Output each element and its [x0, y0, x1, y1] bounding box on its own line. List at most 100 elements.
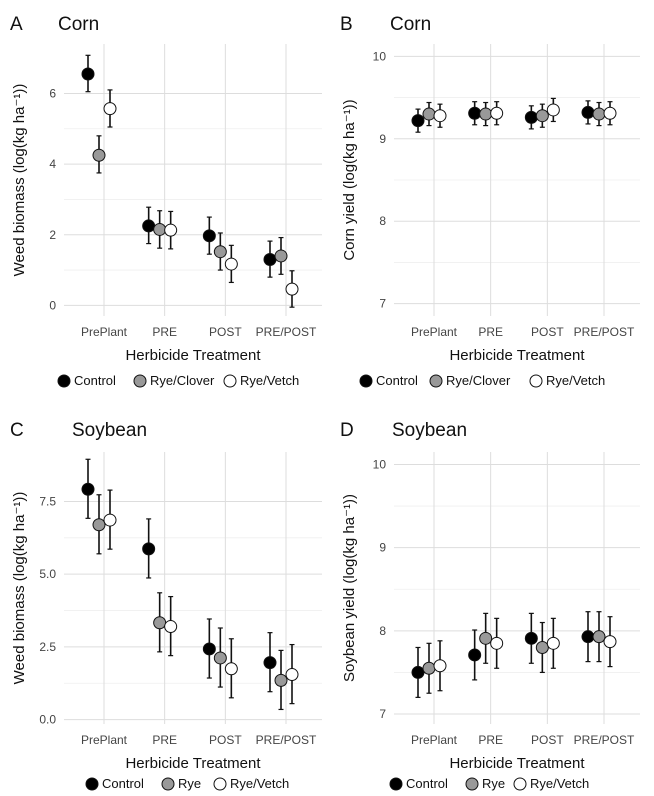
panel-c: C Soybean 0.0 2.5 5.0 7.5 PrePlant PRE POST PRE/P… [10, 420, 322, 791]
legend-label: Rye/Vetch [530, 776, 589, 791]
data-point [92, 518, 106, 532]
data-point [202, 229, 216, 243]
data-point [411, 114, 425, 128]
panel-title: Soybean [392, 420, 467, 441]
legend-marker [57, 374, 71, 388]
legend-label: Rye [482, 776, 505, 791]
legend-marker [85, 777, 99, 791]
data-point [153, 616, 167, 630]
data-point [546, 103, 560, 117]
series-rye-clover [92, 135, 288, 275]
data-point [433, 659, 447, 673]
data-point [479, 107, 493, 121]
data-point [263, 252, 277, 266]
data-point [524, 631, 538, 645]
legend-marker [465, 777, 479, 791]
legend-label: Rye/Vetch [546, 373, 605, 388]
legend-label: Control [74, 373, 116, 388]
legend-label: Control [406, 776, 448, 791]
data-point [142, 542, 156, 556]
x-tick-label: PrePlant [81, 325, 128, 339]
data-point [468, 648, 482, 662]
series-rye [422, 611, 606, 694]
x-tick-label: PRE/POST [574, 325, 635, 339]
y-tick-label: 2.5 [39, 640, 56, 654]
panel-b: B Corn 7 8 9 10 PrePlant PRE POST PRE/POST Herbici… [340, 14, 640, 388]
legend-label: Rye/Vetch [240, 373, 299, 388]
data-point [535, 109, 549, 123]
x-tick-label: PRE [152, 733, 177, 747]
series-rye-vetch [433, 97, 617, 128]
data-point [524, 110, 538, 124]
grid [394, 44, 640, 316]
x-tick-label: PRE/POST [256, 733, 317, 747]
data-point [285, 282, 299, 296]
grid [64, 44, 322, 316]
data-point [263, 656, 277, 670]
y-tick-label: 2 [49, 228, 56, 242]
y-tick-label: 7 [379, 707, 386, 721]
data-point [581, 630, 595, 644]
legend-marker [429, 374, 443, 388]
legend-marker [213, 777, 227, 791]
panel-d: D Soybean 7 8 9 10 PrePlant PRE POST PRE/POST Herb… [340, 420, 640, 791]
panel-a: A Corn 0 2 4 6 PrePlant PRE POST PRE/POST Herbicid… [10, 14, 322, 388]
x-tick-label: POST [209, 733, 242, 747]
y-tick-label: 5.0 [39, 567, 56, 581]
data-point [274, 673, 288, 687]
legend-label: Rye/Clover [446, 373, 511, 388]
data-point [603, 635, 617, 649]
panel-label: D [340, 420, 354, 441]
y-tick-label: 0.0 [39, 713, 56, 727]
y-tick-label: 10 [373, 49, 387, 63]
legend-label: Rye/Vetch [230, 776, 289, 791]
data-point [153, 222, 167, 236]
legend: Control Rye/Clover Rye/Vetch [359, 373, 605, 388]
x-tick-label: PrePlant [411, 733, 458, 747]
x-tick-label: POST [531, 325, 564, 339]
data-point [490, 106, 504, 120]
data-point [142, 219, 156, 233]
legend: Control Rye Rye/Vetch [85, 776, 289, 791]
y-tick-label: 10 [373, 457, 387, 471]
data-point [213, 651, 227, 665]
y-tick-label: 9 [379, 132, 386, 146]
legend-marker [389, 777, 403, 791]
data-point [546, 636, 560, 650]
y-tick-label: 8 [379, 624, 386, 638]
series-rye-clover [422, 101, 606, 128]
series-rye-vetch [103, 489, 299, 705]
x-axis-title: Herbicide Treatment [125, 755, 261, 772]
panel-label: C [10, 420, 24, 441]
grid [394, 452, 640, 724]
x-tick-label: PrePlant [411, 325, 458, 339]
x-axis-title: Herbicide Treatment [125, 347, 261, 364]
legend-label: Rye [178, 776, 201, 791]
data-point [490, 636, 504, 650]
x-tick-label: PRE/POST [574, 733, 635, 747]
legend-marker [223, 374, 237, 388]
y-axis-title: Soybean yield (log(kg ha⁻¹)) [341, 494, 358, 682]
data-point [224, 662, 238, 676]
y-axis-title: Weed biomass (log(kg ha⁻¹)) [11, 84, 28, 277]
data-point [479, 631, 493, 645]
series-control [81, 458, 277, 693]
x-tick-label: PRE [478, 325, 503, 339]
series-rye [92, 494, 288, 711]
series-control [411, 100, 595, 133]
data-point [411, 665, 425, 679]
y-axis-title: Corn yield (log(kg ha⁻¹)) [341, 99, 358, 260]
data-point [103, 513, 117, 527]
panel-label: B [340, 14, 353, 35]
data-point [92, 148, 106, 162]
legend-marker [359, 374, 373, 388]
panel-title: Soybean [72, 420, 147, 441]
data-point [535, 640, 549, 654]
data-point [81, 482, 95, 496]
legend: Control Rye Rye/Vetch [389, 776, 589, 791]
data-point [274, 249, 288, 263]
series-control [81, 54, 277, 278]
x-tick-label: PRE [478, 733, 503, 747]
legend-label: Control [376, 373, 418, 388]
